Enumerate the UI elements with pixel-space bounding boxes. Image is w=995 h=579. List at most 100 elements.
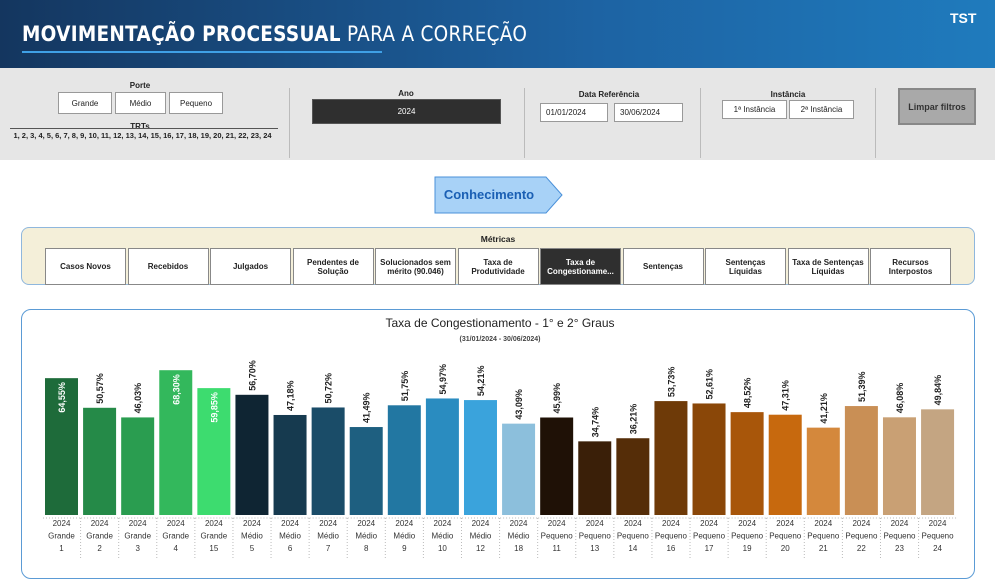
x-label: 2024	[243, 519, 261, 528]
value-label: 47,18%	[286, 380, 296, 411]
x-label: 2	[97, 544, 102, 553]
x-label: Pequeno	[922, 532, 955, 541]
header	[0, 0, 995, 68]
x-label: 3	[135, 544, 140, 553]
bar	[540, 417, 574, 515]
porte-label: Porte	[129, 81, 151, 90]
x-label: 2024	[357, 519, 375, 528]
x-label: 2024	[53, 519, 71, 528]
bar	[159, 370, 193, 515]
instancia-option[interactable]: 1ª Instância	[722, 100, 787, 119]
metric-button[interactable]: Julgados	[210, 248, 291, 285]
ano-label: Ano	[398, 89, 414, 98]
x-label: Médio	[355, 532, 377, 541]
bar	[425, 398, 459, 515]
trts-label: TRTs	[130, 122, 150, 131]
x-label: Médio	[279, 532, 301, 541]
x-label: 22	[857, 544, 866, 553]
x-label: 17	[705, 544, 714, 553]
bar	[806, 427, 840, 515]
logo: TST	[950, 10, 977, 26]
x-label: 2024	[434, 519, 452, 528]
bar	[616, 438, 650, 515]
date-label: Data Referência	[578, 90, 640, 99]
value-label: 53,73%	[666, 367, 676, 398]
x-label: 12	[476, 544, 485, 553]
x-label: 11	[553, 544, 562, 553]
bar	[654, 401, 688, 515]
separator	[524, 88, 525, 158]
instancia-option[interactable]: 2ª Instância	[789, 100, 854, 119]
metric-button[interactable]: Casos Novos	[45, 248, 126, 285]
metric-button[interactable]: Sentenças Líquidas	[705, 248, 786, 285]
value-label: 49,84%	[933, 375, 943, 406]
x-label: 2024	[776, 519, 794, 528]
porte-option[interactable]: Grande	[58, 92, 112, 114]
bar	[502, 423, 536, 515]
x-label: 2024	[319, 519, 337, 528]
bar	[768, 414, 802, 515]
x-label: 4	[174, 544, 179, 553]
clear-button[interactable]: Limpar filtros	[898, 88, 976, 125]
x-label: 10	[438, 544, 447, 553]
value-label: 50,72%	[324, 373, 334, 404]
x-label: 9	[402, 544, 407, 553]
metric-button[interactable]: Recebidos	[127, 248, 209, 285]
x-label: Médio	[508, 532, 530, 541]
date-end[interactable]: 30/06/2024	[614, 103, 683, 122]
x-label: 13	[590, 544, 599, 553]
value-label: 41,49%	[362, 393, 372, 424]
metric-button[interactable]: Pendentes de Solução	[292, 248, 374, 285]
x-label: 7	[326, 544, 331, 553]
date-start[interactable]: 01/01/2024	[540, 103, 608, 122]
metric-button[interactable]: Taxa de Congestioname...	[540, 248, 621, 285]
bar	[45, 378, 78, 515]
x-label: 20	[781, 544, 790, 553]
trts-value[interactable]: 1, 2, 3, 4, 5, 6, 7, 8, 9, 10, 11, 12, 1…	[13, 131, 272, 140]
porte-option[interactable]: Pequeno	[169, 92, 223, 114]
value-label: 48,52%	[743, 378, 753, 409]
bar	[844, 406, 878, 515]
bar	[83, 407, 117, 515]
metric-button[interactable]: Sentenças	[622, 248, 704, 285]
x-label: 2024	[662, 519, 680, 528]
instancia-label: Instância	[770, 90, 806, 99]
x-label: 2024	[548, 519, 566, 528]
value-label: 52,61%	[705, 369, 715, 400]
metric-button[interactable]: Taxa de Sentenças Líquidas	[787, 248, 869, 285]
x-label: Grande	[86, 532, 113, 541]
x-label: 14	[628, 544, 637, 553]
metric-button[interactable]: Taxa de Produtividade	[457, 248, 539, 285]
metric-button[interactable]: Recursos Interpostos	[870, 248, 951, 285]
x-label: Pequeno	[655, 532, 688, 541]
value-label: 46,03%	[133, 383, 143, 414]
value-label: 54,97%	[438, 364, 448, 395]
x-label: 6	[288, 544, 293, 553]
x-label: 8	[364, 544, 369, 553]
bar	[349, 427, 383, 515]
porte-option[interactable]: Médio	[115, 92, 166, 114]
x-label: 2024	[129, 519, 147, 528]
ano-select[interactable]: 2024	[312, 99, 501, 124]
x-label: 1	[59, 544, 64, 553]
x-label: 2024	[700, 519, 718, 528]
metric-button[interactable]: Solucionados sem mérito (90.046)	[375, 248, 456, 285]
x-label: Pequeno	[883, 532, 916, 541]
title-underline	[22, 51, 382, 53]
x-label: Grande	[201, 532, 228, 541]
value-label: 56,70%	[247, 360, 257, 391]
x-label: 16	[666, 544, 675, 553]
bar	[578, 441, 612, 515]
x-label: 15	[209, 544, 218, 553]
x-label: Grande	[124, 532, 151, 541]
section-arrow[interactable]: Conhecimento	[434, 176, 564, 214]
value-label: 54,21%	[476, 366, 486, 397]
x-label: 2024	[91, 519, 109, 528]
value-label: 34,74%	[590, 407, 600, 438]
x-label: Médio	[241, 532, 263, 541]
value-label: 59,85%	[209, 392, 219, 423]
x-label: Pequeno	[807, 532, 840, 541]
title-bold: MOVIMENTAÇÃO PROCESSUAL	[22, 22, 341, 46]
metrics-title: Métricas	[480, 234, 516, 244]
